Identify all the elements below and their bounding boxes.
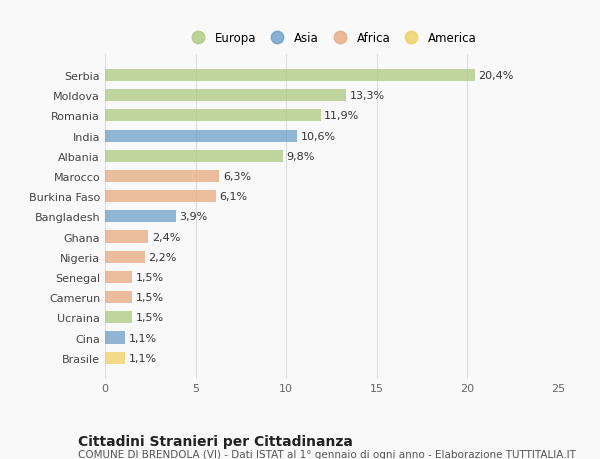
Bar [105, 171, 219, 183]
Bar [105, 110, 320, 122]
Text: 1,5%: 1,5% [136, 313, 164, 323]
Bar [105, 231, 148, 243]
Text: Cittadini Stranieri per Cittadinanza: Cittadini Stranieri per Cittadinanza [78, 434, 353, 448]
Text: 2,4%: 2,4% [152, 232, 181, 242]
Text: 6,3%: 6,3% [223, 172, 251, 182]
Bar [105, 352, 125, 364]
Bar [105, 312, 132, 324]
Text: COMUNE DI BRENDOLA (VI) - Dati ISTAT al 1° gennaio di ogni anno - Elaborazione T: COMUNE DI BRENDOLA (VI) - Dati ISTAT al … [78, 449, 576, 459]
Text: 9,8%: 9,8% [286, 151, 314, 162]
Bar [105, 151, 283, 162]
Text: 1,5%: 1,5% [136, 272, 164, 282]
Text: 11,9%: 11,9% [324, 111, 359, 121]
Bar [105, 190, 215, 203]
Text: 1,1%: 1,1% [128, 353, 157, 363]
Text: 10,6%: 10,6% [301, 131, 336, 141]
Text: 2,2%: 2,2% [148, 252, 177, 262]
Bar [105, 70, 475, 82]
Text: 1,1%: 1,1% [128, 333, 157, 343]
Text: 20,4%: 20,4% [478, 71, 514, 81]
Text: 6,1%: 6,1% [219, 192, 247, 202]
Text: 1,5%: 1,5% [136, 292, 164, 302]
Text: 13,3%: 13,3% [350, 91, 385, 101]
Bar [105, 251, 145, 263]
Bar [105, 90, 346, 102]
Text: 3,9%: 3,9% [179, 212, 208, 222]
Bar [105, 332, 125, 344]
Bar [105, 211, 176, 223]
Bar [105, 271, 132, 283]
Bar [105, 291, 132, 303]
Legend: Europa, Asia, Africa, America: Europa, Asia, Africa, America [183, 28, 480, 49]
Bar [105, 130, 297, 142]
